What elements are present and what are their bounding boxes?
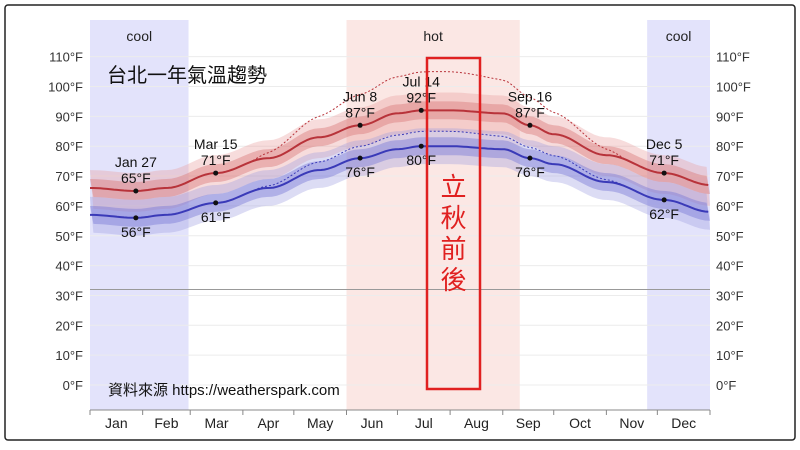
y-tick-label-right: 0°F <box>716 378 736 393</box>
callout-high: 87°F <box>515 104 545 120</box>
y-tick-label-left: 100°F <box>48 80 83 95</box>
series-line-high <box>90 109 709 192</box>
callout-high: 71°F <box>201 152 231 168</box>
y-tick-label-right: 50°F <box>716 229 744 244</box>
annotation-char: 秋 <box>440 203 466 233</box>
y-tick-label-left: 50°F <box>55 229 83 244</box>
callout-low: 62°F <box>649 206 679 222</box>
month-label: Feb <box>154 415 178 431</box>
low-inner-band <box>90 137 710 227</box>
y-tick-label-right: 70°F <box>716 169 744 184</box>
month-label: Jul <box>415 415 433 431</box>
month-label: May <box>307 415 333 431</box>
y-tick-label-right: 40°F <box>716 259 744 274</box>
low-point <box>133 215 139 221</box>
high-outer-band <box>90 92 710 212</box>
callout-high: 65°F <box>121 170 151 186</box>
callout-date: Jun 8 <box>343 88 377 104</box>
callout-high: 71°F <box>649 152 679 168</box>
annotation-box <box>425 56 482 391</box>
low-point <box>661 197 667 203</box>
y-tick-label-left: 20°F <box>55 318 83 333</box>
y-tick-label-left: 80°F <box>55 139 83 154</box>
y-tick-label-left: 10°F <box>55 348 83 363</box>
chart-title: 台北一年氣溫趨勢 <box>107 64 267 87</box>
series-line-low <box>90 145 709 219</box>
low-point <box>527 155 533 161</box>
high-point <box>133 188 139 194</box>
callout-low: 61°F <box>201 209 231 225</box>
season-label: cool <box>126 28 152 44</box>
y-tick-label-left: 90°F <box>55 109 83 124</box>
callout-date: Jul 14 <box>403 73 441 89</box>
season-label: hot <box>423 28 443 44</box>
annotation-char: 後 <box>440 265 466 295</box>
callout-high: 92°F <box>406 89 436 105</box>
y-tick-label-left: 110°F <box>49 50 83 65</box>
y-tick-label-right: 90°F <box>716 109 744 124</box>
high-point <box>418 107 424 113</box>
annotation-char: 前 <box>440 234 466 264</box>
low-outer-band <box>90 128 710 236</box>
y-tick-label-left: 0°F <box>63 378 83 393</box>
y-tick-label-right: 60°F <box>716 199 744 214</box>
y-tick-label-left: 30°F <box>55 288 83 303</box>
y-tick-label-right: 10°F <box>716 348 744 363</box>
callout-date: Dec 5 <box>646 136 683 152</box>
callout-low: 80°F <box>406 152 436 168</box>
month-label: Dec <box>671 415 696 431</box>
callout-low: 76°F <box>515 164 545 180</box>
month-label: Jan <box>105 415 128 431</box>
low-point <box>213 200 219 206</box>
season-band <box>647 20 710 410</box>
high-point <box>213 170 219 176</box>
month-label: Aug <box>464 415 489 431</box>
y-tick-label-right: 110°F <box>716 50 750 65</box>
y-tick-label-left: 40°F <box>55 259 83 274</box>
high-point <box>357 122 363 128</box>
season-band <box>346 20 520 410</box>
low-dotted-line <box>90 130 707 219</box>
y-tick-label-right: 80°F <box>716 139 744 154</box>
callout-date: Jan 27 <box>115 154 157 170</box>
callout-date: Mar 15 <box>194 136 238 152</box>
annotation-char: 立 <box>440 172 466 202</box>
low-point <box>357 155 363 161</box>
month-label: Jun <box>361 415 384 431</box>
month-label: Nov <box>619 415 644 431</box>
callout-low: 56°F <box>121 224 151 240</box>
month-label: Sep <box>516 415 541 431</box>
y-tick-label-left: 70°F <box>55 169 83 184</box>
month-label: Mar <box>204 415 228 431</box>
high-inner-band <box>90 101 710 200</box>
y-tick-label-left: 60°F <box>55 199 83 214</box>
y-tick-label-right: 30°F <box>716 288 744 303</box>
low-point <box>418 143 424 149</box>
season-label: cool <box>666 28 692 44</box>
callout-high: 87°F <box>345 104 375 120</box>
callout-low: 76°F <box>345 164 375 180</box>
callout-date: Sep 16 <box>508 88 553 104</box>
month-label: Oct <box>569 415 591 431</box>
high-point <box>661 170 667 176</box>
y-tick-label-right: 20°F <box>716 318 744 333</box>
y-tick-label-right: 100°F <box>716 80 751 95</box>
high-point <box>527 122 533 128</box>
month-label: Apr <box>257 415 279 431</box>
chart-source: 資料來源 https://weatherspark.com <box>108 382 340 399</box>
